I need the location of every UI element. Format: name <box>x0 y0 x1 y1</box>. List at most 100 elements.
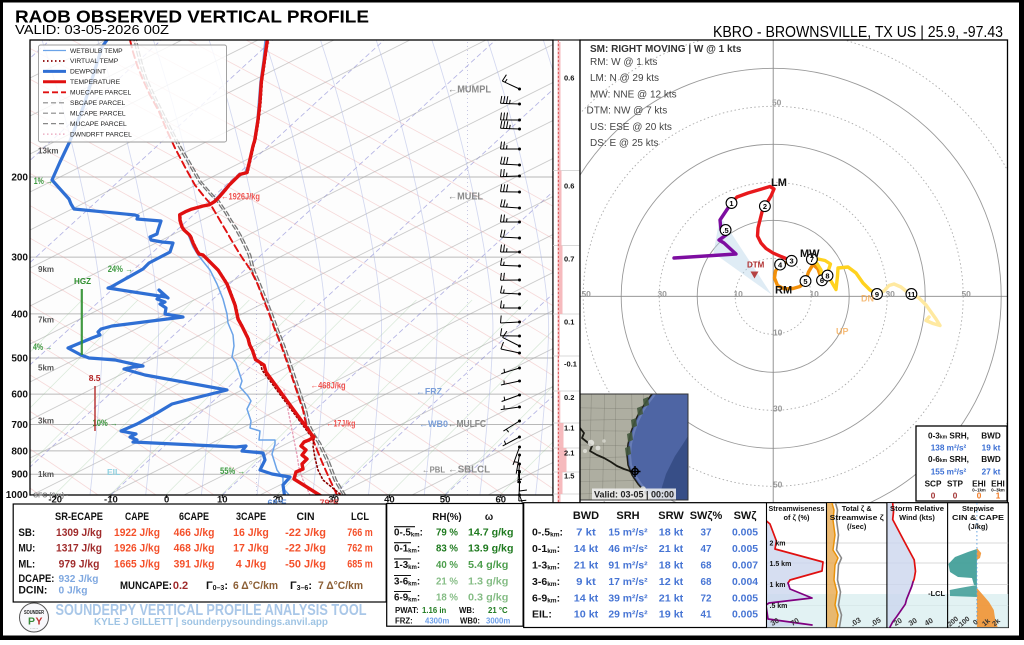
svg-text:391 J/kg: 391 J/kg <box>174 559 215 571</box>
svg-text:MUNCAPE:: MUNCAPE: <box>120 580 172 592</box>
svg-text:←MUEL: ←MUEL <box>448 192 483 203</box>
svg-text:←MULFC: ←MULFC <box>448 419 486 430</box>
svg-text:50: 50 <box>772 97 782 107</box>
svg-text:17 J/kg: 17 J/kg <box>233 543 269 555</box>
svg-text:200: 200 <box>11 173 28 184</box>
svg-text:0-1km:: 0-1km: <box>394 544 420 555</box>
svg-text:UP: UP <box>836 327 849 337</box>
svg-text:BWD: BWD <box>981 431 1001 440</box>
svg-text:8: 8 <box>825 271 829 280</box>
svg-text:16 J/kg: 16 J/kg <box>233 527 269 539</box>
svg-text:HGZ: HGZ <box>74 276 91 286</box>
svg-text:0.005: 0.005 <box>732 527 758 539</box>
svg-text:MW: MW <box>800 248 820 260</box>
svg-text:KBRO - BROWNSVILLE, TX US | 25: KBRO - BROWNSVILLE, TX US | 25.9, -97.43 <box>713 24 1003 41</box>
svg-text:1317 J/kg: 1317 J/kg <box>56 543 102 555</box>
svg-text:27 kt: 27 kt <box>982 468 1001 477</box>
svg-text:Storm Relative: Storm Relative <box>890 504 944 513</box>
svg-text:13km: 13km <box>38 147 58 156</box>
svg-text:DTM: NW @ 7 kts: DTM: NW @ 7 kts <box>587 106 668 117</box>
svg-text:←FRZ: ←FRZ <box>416 387 442 397</box>
svg-text:932 J/kg: 932 J/kg <box>59 573 99 585</box>
svg-text:CAPE: CAPE <box>125 511 149 523</box>
svg-text:1.1: 1.1 <box>564 424 574 433</box>
svg-text:6-9km:: 6-9km: <box>394 593 420 604</box>
svg-text:-22 J/kg: -22 J/kg <box>285 543 326 555</box>
svg-text:3: 3 <box>790 257 794 266</box>
svg-text:7 kt: 7 kt <box>576 527 596 539</box>
svg-text:FRZ:: FRZ: <box>395 617 413 626</box>
svg-text:11: 11 <box>907 290 915 299</box>
svg-text:700: 700 <box>11 420 28 431</box>
svg-text:41: 41 <box>701 609 712 621</box>
svg-text:0.1: 0.1 <box>564 318 574 327</box>
svg-text:DEWPOINT: DEWPOINT <box>70 69 106 76</box>
svg-text:CIN: CIN <box>297 511 315 523</box>
svg-text:14 kt: 14 kt <box>574 593 599 605</box>
svg-text:21 %: 21 % <box>436 577 458 588</box>
svg-text:1: 1 <box>996 491 1001 500</box>
svg-text:.5 km: .5 km <box>770 603 788 610</box>
svg-text:18 %: 18 % <box>436 593 458 604</box>
svg-text:ML:: ML: <box>18 559 35 571</box>
svg-text:6 Δ°C/km: 6 Δ°C/km <box>233 580 278 592</box>
svg-text:Streamwise ζ: Streamwise ζ <box>830 513 885 522</box>
svg-text:18 kt: 18 kt <box>659 560 684 572</box>
svg-text:3-6km:: 3-6km: <box>394 577 420 588</box>
svg-text:WB:: WB: <box>459 606 475 615</box>
svg-text:68: 68 <box>701 560 712 572</box>
svg-text:1.16 in: 1.16 in <box>422 606 447 615</box>
svg-text:91 m²/s²: 91 m²/s² <box>608 560 648 572</box>
svg-text:3-6km:: 3-6km: <box>532 576 560 588</box>
svg-text:1.5 km: 1.5 km <box>770 561 792 568</box>
svg-text:138 m²/s²: 138 m²/s² <box>931 443 967 452</box>
svg-text:39 m²/s²: 39 m²/s² <box>608 593 648 605</box>
svg-text:0: 0 <box>931 491 936 500</box>
svg-text:STP: STP <box>947 480 963 489</box>
svg-text:68: 68 <box>701 576 712 588</box>
svg-text:9: 9 <box>875 290 879 299</box>
svg-text:RM: RM <box>775 285 792 297</box>
svg-text:SRH: SRH <box>616 510 639 522</box>
svg-text:0.005: 0.005 <box>732 609 758 621</box>
svg-text:30: 30 <box>773 403 783 413</box>
svg-text:155 m²/s²: 155 m²/s² <box>931 468 967 477</box>
svg-text:1-3km:: 1-3km: <box>532 560 560 572</box>
svg-text:Streamwiseness: Streamwiseness <box>769 504 825 513</box>
svg-text:BWD: BWD <box>573 510 599 522</box>
svg-text:2 km: 2 km <box>770 541 786 548</box>
svg-text:3km: 3km <box>38 417 54 426</box>
svg-text:WB0:: WB0: <box>460 617 480 626</box>
svg-text:LCL: LCL <box>351 511 369 523</box>
svg-text:17 m²/s²: 17 m²/s² <box>608 576 648 588</box>
svg-text:0.007: 0.007 <box>732 560 758 572</box>
svg-text:Valid: 03-05 | 00:00: Valid: 03-05 | 00:00 <box>594 490 674 501</box>
svg-text:SWζ%: SWζ% <box>690 510 723 522</box>
svg-text:3000m: 3000m <box>486 617 510 626</box>
svg-text:1665 J/kg: 1665 J/kg <box>114 559 160 571</box>
svg-text:0-6km SRH,: 0-6km SRH, <box>928 455 969 464</box>
svg-text:MUCAPE PARCEL: MUCAPE PARCEL <box>70 121 127 128</box>
svg-text:15 m²/s²: 15 m²/s² <box>608 527 648 539</box>
svg-text:-50 J/kg: -50 J/kg <box>285 559 326 571</box>
svg-text:7km: 7km <box>38 316 54 325</box>
svg-text:46 m²/s²: 46 m²/s² <box>608 543 648 555</box>
svg-text:(J/kg): (J/kg) <box>968 522 988 531</box>
svg-text:0.2: 0.2 <box>173 580 188 592</box>
svg-text:14.7 g/kg: 14.7 g/kg <box>468 528 513 539</box>
svg-text:SB:: SB: <box>18 527 35 539</box>
svg-text:979 J/kg: 979 J/kg <box>59 559 100 571</box>
svg-text:30: 30 <box>657 289 667 299</box>
svg-text:3CAPE: 3CAPE <box>236 511 266 523</box>
svg-text:47: 47 <box>701 543 712 555</box>
svg-text:50: 50 <box>773 479 783 489</box>
svg-text:1000: 1000 <box>6 490 29 501</box>
svg-text:55% →: 55% → <box>220 466 245 476</box>
svg-text:10 kt: 10 kt <box>574 609 599 621</box>
svg-text:900: 900 <box>11 470 28 481</box>
svg-text:0.005: 0.005 <box>732 543 758 555</box>
svg-text:500: 500 <box>11 354 28 365</box>
svg-text:0 J/kg: 0 J/kg <box>59 585 88 597</box>
svg-text:EIL: EIL <box>107 467 120 477</box>
svg-text:BWD: BWD <box>981 455 1001 464</box>
